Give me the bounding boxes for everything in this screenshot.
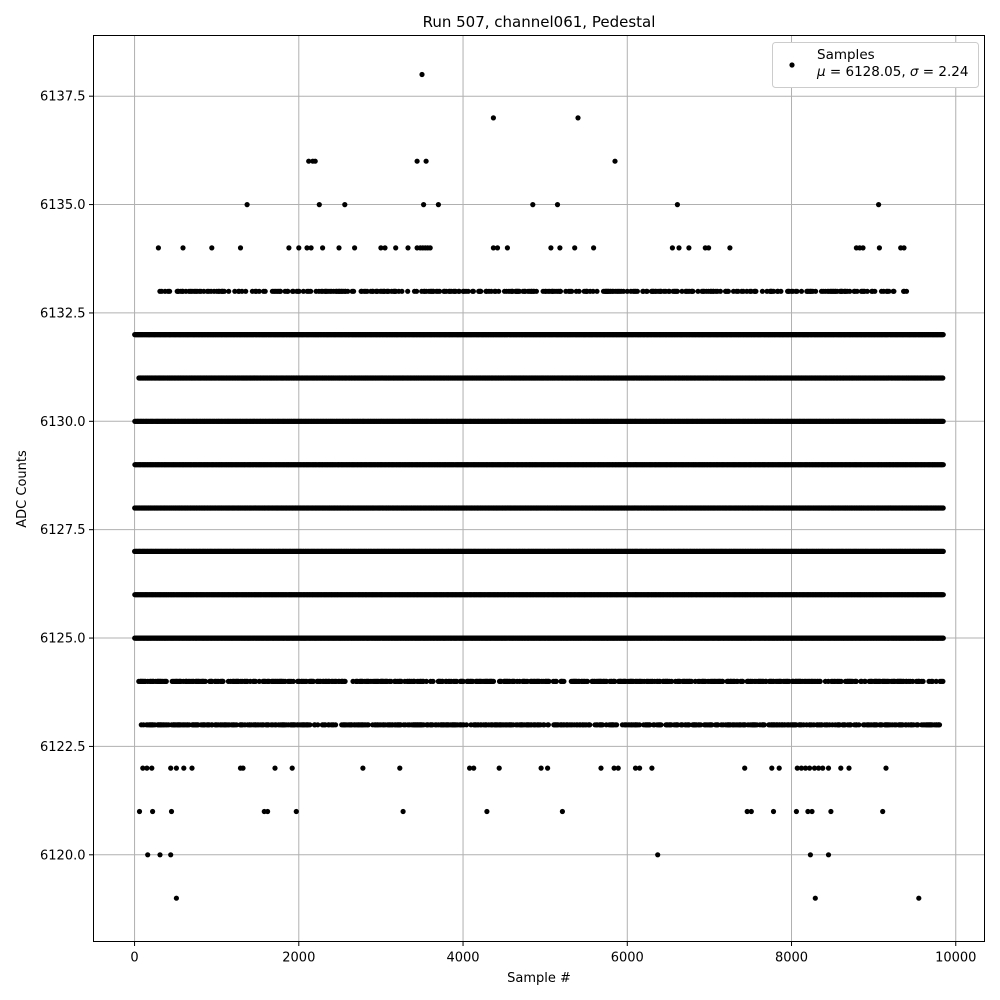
data-point (940, 332, 946, 338)
data-point (940, 375, 946, 381)
data-points (132, 71, 946, 901)
data-point (940, 462, 946, 468)
data-point (940, 418, 946, 424)
